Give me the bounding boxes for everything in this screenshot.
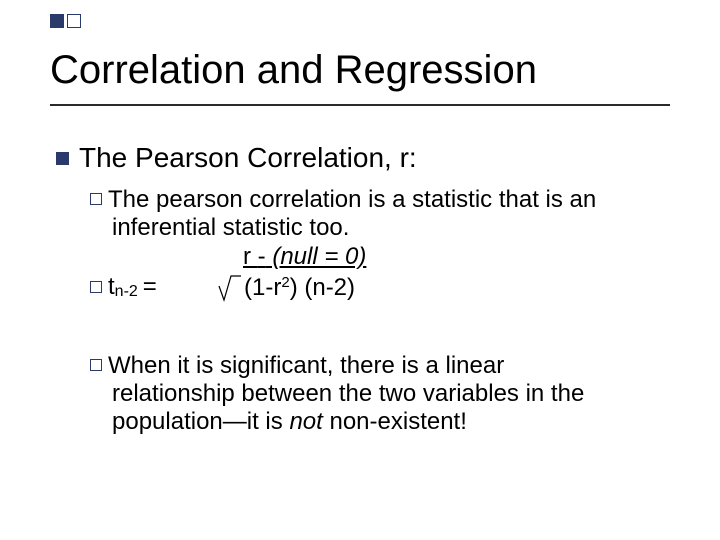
formula-num-r: r xyxy=(243,243,258,270)
den-close: ) (n-2) xyxy=(290,274,355,301)
bullet-level2-a-line2: inferential statistic too. xyxy=(112,214,349,242)
logo-accent xyxy=(50,14,81,28)
bullet-hollow-icon xyxy=(90,193,102,205)
bullet-level2-a-rest: pearson correlation is a statistic that … xyxy=(149,186,596,213)
slide-title: Correlation and Regression xyxy=(50,48,537,93)
bullet-level1: The Pearson Correlation, r: xyxy=(56,142,417,174)
bullet-level2-a-prefix: The xyxy=(108,186,149,213)
formula-numerator: r - (null = 0) xyxy=(243,243,366,271)
formula-num-dash: - xyxy=(258,243,266,270)
bullet-level2-c-prefix: When xyxy=(108,352,171,379)
bullet-level2-c-line2: relationship between the two variables i… xyxy=(112,380,584,408)
formula-num-null: (null = 0) xyxy=(266,243,367,270)
den-sup2: 2 xyxy=(281,274,289,291)
bullet-level2-c: When it is significant, there is a linea… xyxy=(90,352,504,380)
bullet-level2-a: The pearson correlation is a statistic t… xyxy=(90,186,596,214)
bullet-hollow-icon xyxy=(90,359,102,371)
bullet-level1-text: The Pearson Correlation, r: xyxy=(79,142,417,174)
logo-square-filled xyxy=(50,14,64,28)
formula-t: t xyxy=(108,273,115,301)
formula-equals: = xyxy=(143,273,157,301)
line3-b: non-existent! xyxy=(323,408,467,435)
logo-square-empty xyxy=(67,14,81,28)
line3-a: population—it is xyxy=(112,408,289,435)
bullet-level2-c-rest: it is significant, there is a linear xyxy=(171,352,504,379)
formula-denominator: (1-r2) (n-2) xyxy=(244,274,355,302)
formula-t-sub: n-2 xyxy=(115,283,138,301)
bullet-square-icon xyxy=(56,152,69,165)
bullet-level2-c-line3: population—it is not non-existent! xyxy=(112,408,467,436)
line3-not: not xyxy=(289,408,322,435)
bullet-level2-b: tn-2 = xyxy=(90,273,162,301)
den-open: (1 xyxy=(244,274,265,301)
title-underline xyxy=(50,104,670,106)
bullet-hollow-icon xyxy=(90,281,102,293)
